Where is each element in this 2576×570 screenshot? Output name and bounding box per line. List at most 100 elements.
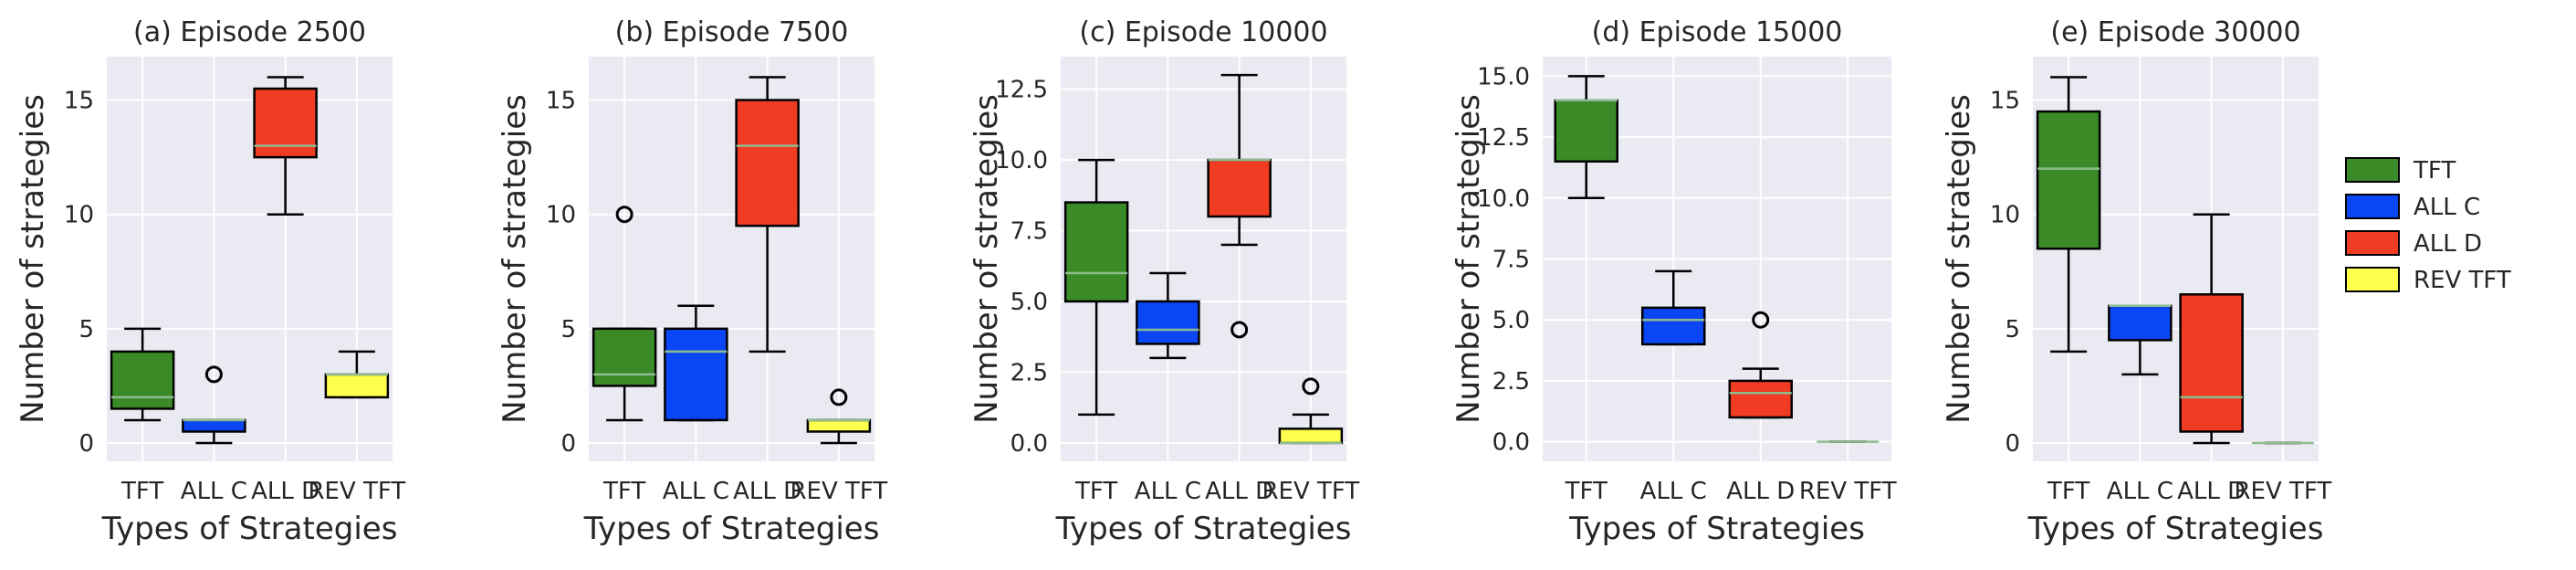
box-body: [735, 99, 800, 227]
box-body: [253, 87, 318, 159]
chart-title: (c) Episode 10000: [1079, 16, 1327, 48]
y-tick-label: 0: [2005, 430, 2020, 458]
box-body: [1136, 300, 1200, 345]
x-tick-label-all-d: ALL D: [1205, 478, 1273, 505]
outlier-point: [1230, 321, 1249, 339]
x-axis-label: Types of Strategies: [2027, 511, 2324, 547]
plot-area: [589, 57, 874, 461]
x-tick-label-rev-tft: REV TFT: [308, 478, 405, 505]
box-body: [664, 327, 728, 422]
y-tick-label: 15: [64, 88, 94, 115]
box-all-c: [2108, 304, 2173, 376]
x-axis-label: Types of Strategies: [1055, 511, 1352, 547]
box-tft: [592, 206, 657, 422]
legend-label: ALL D: [2414, 230, 2482, 258]
x-tick-label-all-c: ALL C: [2107, 478, 2173, 505]
chart-title: (d) Episode 15000: [1592, 16, 1843, 48]
box-all-d: [735, 76, 800, 354]
box-body: [324, 373, 390, 399]
chart-title: (b) Episode 7500: [615, 16, 849, 48]
x-tick-label-all-c: ALL C: [181, 478, 247, 505]
box-body: [182, 418, 246, 433]
x-tick-label-all-d: ALL D: [733, 478, 801, 505]
y-axis-label: Number of strategies: [1941, 94, 1977, 424]
box-tft: [2036, 76, 2101, 354]
box-all-d: [1207, 73, 1272, 339]
x-tick-label-all-d: ALL D: [251, 478, 319, 505]
y-tick-label: 5: [79, 316, 94, 343]
y-tick-label: 5.0: [1011, 289, 1048, 316]
y-tick-label: 15: [1990, 88, 2020, 115]
x-tick-label-rev-tft: REV TFT: [1262, 478, 1359, 505]
box-all-c: [664, 304, 728, 422]
outlier-point: [1752, 311, 1770, 329]
x-axis-label: Types of Strategies: [1568, 511, 1865, 547]
y-tick-label: 0.0: [1492, 429, 1530, 457]
legend-label: REV TFT: [2414, 267, 2511, 294]
legend-label: TFT: [2413, 157, 2456, 185]
y-tick-label: 5: [560, 316, 576, 343]
x-tick-label-tft: TFT: [602, 478, 645, 505]
box-tft: [1554, 75, 1618, 200]
x-tick-label-rev-tft: REV TFT: [1799, 478, 1897, 505]
y-tick-label: 12.5: [995, 77, 1048, 104]
box-body: [1554, 99, 1618, 164]
box-all-c: [1136, 271, 1200, 360]
chart-panel-4: 0.0 2.5 5.0 7.5 10.0 12.5 15.0 TFT ALL C ALL D REV…: [1450, 16, 1897, 547]
x-axis-label: Types of Strategies: [101, 511, 398, 547]
box-rev-tft: [324, 350, 390, 399]
box-body: [592, 327, 657, 387]
legend-swatch: [2345, 157, 2400, 183]
box-body: [1207, 158, 1272, 218]
y-tick-label: 12.5: [1477, 124, 1530, 152]
outlier-point: [204, 365, 223, 384]
legend-label: ALL C: [2414, 194, 2480, 221]
y-tick-label: 2.5: [1011, 359, 1048, 386]
x-tick-label-rev-tft: REV TFT: [790, 478, 887, 505]
legend: TFT ALL C ALL D REV TFT: [2345, 157, 2511, 294]
outlier-point: [615, 206, 634, 224]
box-all-d: [1728, 311, 1793, 419]
box-rev-tft: [1278, 377, 1344, 445]
box-body: [2108, 304, 2173, 342]
legend-item-tft: TFT: [2345, 157, 2456, 185]
y-tick-label: 0.0: [1011, 430, 1048, 458]
y-tick-label: 7.5: [1492, 247, 1530, 274]
x-tick-label-tft: TFT: [2047, 478, 2089, 505]
legend-swatch: [2345, 230, 2400, 256]
x-tick-label-rev-tft: REV TFT: [2234, 478, 2331, 505]
legend-item-all-d: ALL D: [2345, 230, 2482, 258]
legend-swatch: [2345, 267, 2400, 292]
y-tick-label: 5.0: [1492, 307, 1530, 334]
box-body: [806, 418, 872, 433]
box-tft: [110, 327, 175, 422]
y-axis-label: Number of strategies: [15, 94, 51, 424]
y-tick-label: 5: [2005, 316, 2020, 343]
box-body: [1063, 201, 1129, 303]
box-body: [1278, 428, 1344, 445]
legend-item-rev-tft: REV TFT: [2345, 267, 2511, 294]
box-body: [2036, 110, 2101, 250]
x-tick-label-all-c: ALL C: [1135, 478, 1201, 505]
x-tick-label-all-d: ALL D: [2177, 478, 2246, 505]
y-tick-label: 15.0: [1477, 63, 1530, 90]
y-tick-label: 0: [79, 430, 94, 458]
x-tick-label-all-c: ALL C: [663, 478, 729, 505]
x-tick-label-tft: TFT: [120, 478, 163, 505]
y-tick-label: 0: [560, 430, 576, 458]
x-axis-label: Types of Strategies: [583, 511, 880, 547]
box-body: [110, 350, 175, 410]
y-tick-label: 10.0: [1477, 185, 1530, 213]
chart-title: (e) Episode 30000: [2050, 16, 2300, 48]
box-body: [1641, 306, 1706, 346]
outlier-point: [830, 388, 848, 406]
y-tick-label: 10: [64, 202, 94, 229]
outlier-point: [1302, 377, 1320, 396]
box-body: [2179, 293, 2244, 433]
y-tick-label: 2.5: [1492, 368, 1530, 396]
x-tick-label-tft: TFT: [1565, 478, 1607, 505]
